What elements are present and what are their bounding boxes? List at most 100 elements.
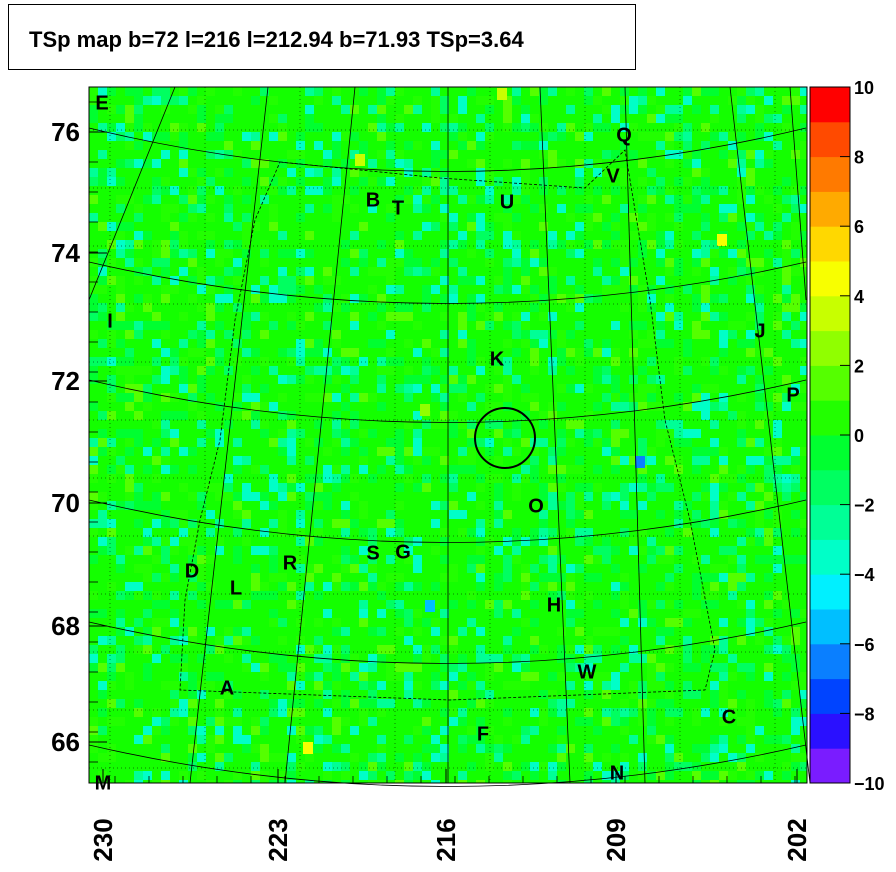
heatmap-cell <box>179 528 188 537</box>
heatmap-cell <box>224 780 233 783</box>
heatmap-cell <box>620 492 629 501</box>
heatmap-cell <box>683 402 692 411</box>
heatmap-cell <box>485 420 494 429</box>
heatmap-cell <box>737 717 746 726</box>
heatmap-cell <box>449 240 458 249</box>
heatmap-cell <box>674 438 683 447</box>
heatmap-cell <box>206 672 215 681</box>
heatmap-cell <box>107 168 116 177</box>
heatmap-cell <box>539 573 548 582</box>
heatmap-cell <box>773 699 782 708</box>
heatmap-cell <box>440 753 449 762</box>
heatmap-cell <box>593 186 602 195</box>
heatmap-cell <box>170 537 179 546</box>
heatmap-cell <box>449 123 458 132</box>
heatmap-cell <box>314 690 323 699</box>
heatmap-cell <box>404 312 413 321</box>
heatmap-cell <box>485 672 494 681</box>
heatmap-cell <box>710 87 719 96</box>
heatmap-cell <box>728 276 737 285</box>
heatmap-cell <box>350 411 359 420</box>
heatmap-cell <box>575 348 584 357</box>
heatmap-cell <box>485 537 494 546</box>
heatmap-cell <box>215 492 224 501</box>
colorbar-tick-label: −6 <box>854 635 875 655</box>
heatmap-cell <box>422 285 431 294</box>
source-label-b: B <box>366 189 380 211</box>
heatmap-cell <box>89 609 98 618</box>
heatmap-cell <box>575 501 584 510</box>
heatmap-cell <box>800 357 807 366</box>
heatmap-cell <box>575 186 584 195</box>
heatmap-cell <box>224 105 233 114</box>
heatmap-cell <box>152 240 161 249</box>
heatmap-cell <box>602 222 611 231</box>
heatmap-cell <box>764 114 773 123</box>
heatmap-cell <box>197 681 206 690</box>
heatmap-cell <box>152 654 161 663</box>
heatmap-cell <box>134 771 143 780</box>
heatmap-cell <box>341 258 350 267</box>
heatmap-cell <box>386 366 395 375</box>
heatmap-cell <box>476 159 485 168</box>
heatmap-cell <box>296 555 305 564</box>
heatmap-cell <box>521 672 530 681</box>
heatmap-cell <box>620 276 629 285</box>
heatmap-cell <box>512 321 521 330</box>
heatmap-cell <box>791 753 800 762</box>
heatmap-cell <box>404 168 413 177</box>
heatmap-cell <box>404 186 413 195</box>
x-tick-label: 209 <box>601 818 631 861</box>
heatmap-cell <box>98 123 107 132</box>
heatmap-cell <box>539 339 548 348</box>
heatmap-cell <box>404 771 413 780</box>
heatmap-cell <box>764 699 773 708</box>
heatmap-cell <box>107 123 116 132</box>
heatmap-cell <box>242 321 251 330</box>
heatmap-cell <box>512 447 521 456</box>
heatmap-cell <box>422 222 431 231</box>
heatmap-cell <box>710 690 719 699</box>
heatmap-cell <box>197 177 206 186</box>
heatmap-cell <box>548 573 557 582</box>
heatmap-cell <box>134 231 143 240</box>
heatmap-cell <box>674 564 683 573</box>
heatmap-cell <box>368 285 377 294</box>
heatmap-cell <box>179 708 188 717</box>
heatmap-cell <box>206 249 215 258</box>
heatmap-cell <box>395 780 404 783</box>
heatmap-cell <box>773 447 782 456</box>
colorbar-swatch <box>810 226 850 262</box>
heatmap-cell <box>512 735 521 744</box>
heatmap-cell <box>782 699 791 708</box>
heatmap-cell <box>575 384 584 393</box>
heatmap-cell <box>215 123 224 132</box>
heatmap-cell <box>161 465 170 474</box>
heatmap-cell <box>242 636 251 645</box>
heatmap-cell <box>332 627 341 636</box>
heatmap-cell <box>494 582 503 591</box>
heatmap-cell <box>557 123 566 132</box>
heatmap-cell <box>368 753 377 762</box>
heatmap-cell <box>746 708 755 717</box>
heatmap-cell <box>440 375 449 384</box>
heatmap-cell <box>521 258 530 267</box>
heatmap-cell <box>125 366 134 375</box>
heatmap-cell <box>710 357 719 366</box>
heatmap-cell <box>188 573 197 582</box>
heatmap-cell <box>611 591 620 600</box>
heatmap-cell <box>755 510 764 519</box>
heatmap-cell <box>512 528 521 537</box>
heatmap-cell <box>233 456 242 465</box>
heatmap-cell <box>152 276 161 285</box>
heatmap-cell <box>215 708 224 717</box>
heatmap-cell <box>242 654 251 663</box>
heatmap-cell <box>782 294 791 303</box>
heatmap-cell <box>386 348 395 357</box>
heatmap-cell <box>413 663 422 672</box>
heatmap-cell <box>665 528 674 537</box>
heatmap-cell <box>449 717 458 726</box>
heatmap-cell <box>638 384 647 393</box>
heatmap-cell <box>485 123 494 132</box>
heatmap-cell <box>566 123 575 132</box>
